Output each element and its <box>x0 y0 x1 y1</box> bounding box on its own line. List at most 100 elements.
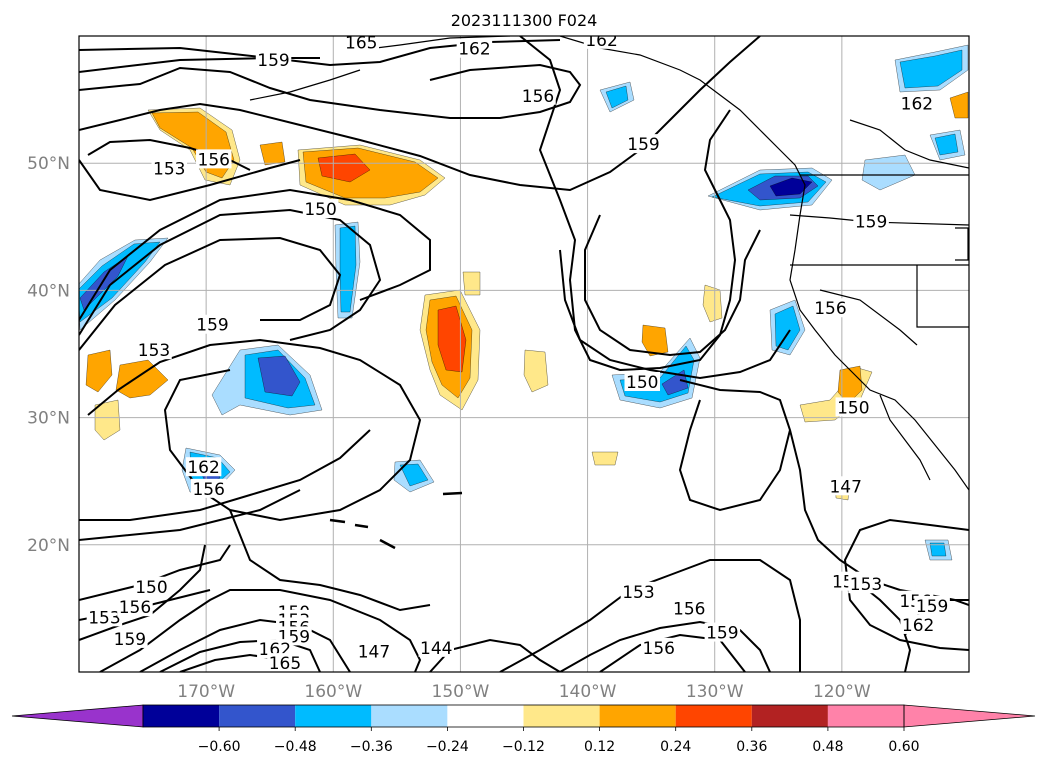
contour-label: 159 <box>706 624 738 644</box>
anomaly-region <box>94 399 121 441</box>
contour-label-bg <box>133 576 170 596</box>
island <box>442 491 463 496</box>
contour-line <box>79 208 382 341</box>
contour-label-bg <box>112 628 148 648</box>
contour-label: 162 <box>585 31 617 51</box>
contour-label-bg <box>641 637 677 657</box>
contour-label: 153 <box>622 583 654 603</box>
contour-label: 147 <box>829 477 861 497</box>
contour-label: 153 <box>153 159 185 179</box>
anomaly-region <box>462 271 481 296</box>
colorbar-segment <box>143 705 220 727</box>
colorbar-tick-label: −0.60 <box>198 739 241 755</box>
anomaly-region <box>861 154 916 191</box>
anomaly-region <box>523 349 549 393</box>
colorbar-tick-label: 0.36 <box>736 739 767 755</box>
contour-label: 150 <box>837 398 869 418</box>
colorbar-extend-low <box>11 704 144 728</box>
contour-line <box>87 338 422 522</box>
contour-line <box>519 36 737 372</box>
contour-line <box>79 57 320 73</box>
contour-label-bg <box>196 149 232 169</box>
contour-line <box>79 544 206 641</box>
anomaly-region <box>949 91 969 119</box>
colorbar-segment <box>675 705 752 727</box>
contour-line <box>79 36 761 192</box>
contour-label: 156 <box>522 87 554 107</box>
lon-tick-label: 140°W <box>559 682 617 702</box>
colorbar-segment <box>371 705 448 727</box>
colorbar-tick-label: −0.12 <box>502 739 545 755</box>
island <box>329 518 346 524</box>
colorbar-segment <box>295 705 372 727</box>
anomaly-region <box>702 284 723 323</box>
anomaly-region <box>934 133 959 156</box>
colorbar-tick-label: 0.60 <box>888 739 919 755</box>
anomaly-region <box>115 359 169 399</box>
contour-label-bg <box>343 36 380 52</box>
contour-label-bg <box>835 397 872 417</box>
contour-line <box>99 589 422 672</box>
colorbar-tick-label: −0.24 <box>426 739 469 755</box>
colorbar-tick-label: 0.24 <box>660 739 691 755</box>
coastline <box>249 69 361 101</box>
contour-line <box>87 138 251 171</box>
contour-label-bg <box>86 607 123 627</box>
coastline <box>559 36 969 491</box>
contour-label: 156 <box>814 299 846 319</box>
contour-label: 153 <box>138 341 170 361</box>
anomaly-region <box>437 305 467 373</box>
coastline <box>359 36 511 51</box>
lon-tick-label: 150°W <box>432 682 490 702</box>
contour-label: 150 <box>626 373 658 393</box>
contour-label-bg <box>583 36 620 49</box>
contour-label: 153 <box>88 608 120 628</box>
contour-label: 159 <box>627 135 659 155</box>
latitude-axis: 20°N 30°N 40°N 50°N <box>27 154 70 556</box>
colorbar-tick-label: −0.36 <box>350 739 393 755</box>
colorbar-segment <box>751 705 828 727</box>
contour-label: 159 <box>916 597 948 617</box>
contour-label: 156 <box>643 639 675 659</box>
contour-label-bg <box>194 314 231 334</box>
contour-label-bg <box>848 574 884 594</box>
anomaly-region <box>85 349 113 393</box>
lat-tick-label: 40°N <box>27 281 70 301</box>
lon-tick-label: 130°W <box>686 682 744 702</box>
map-frame <box>78 35 970 673</box>
contour-line <box>499 559 801 672</box>
contour-line <box>79 544 231 601</box>
contour-label-bg <box>899 93 935 113</box>
coastline <box>789 214 969 226</box>
contour-label-bg <box>914 595 950 615</box>
contour-label: 144 <box>420 639 452 659</box>
contour-line <box>229 509 431 612</box>
contour-label-bg <box>456 38 493 58</box>
contour-line <box>79 159 301 202</box>
longitude-axis: 170°W 160°W 150°W 140°W 130°W 120°W <box>177 682 871 702</box>
contour-label-bg <box>151 158 188 178</box>
contour-label: 159 <box>855 213 887 233</box>
colorbar: −0.60 −0.48 −0.36 −0.24 −0.12 0.12 0.24 0.36 0.4… <box>11 704 1036 755</box>
anomaly-region <box>774 305 801 351</box>
lat-tick-label: 30°N <box>27 409 70 429</box>
colorbar-segment <box>599 705 676 727</box>
contour-label: 156 <box>119 598 151 618</box>
lat-tick-label: 50°N <box>27 154 70 174</box>
contour-label-bg <box>520 85 556 105</box>
lon-tick-label: 120°W <box>813 682 871 702</box>
coastline <box>819 289 918 346</box>
contour-label: 162 <box>902 616 934 636</box>
contour-label-bg <box>853 211 889 231</box>
anomaly-region <box>399 463 429 487</box>
contour-label-bg <box>620 581 657 601</box>
contour-line <box>559 249 791 380</box>
island <box>354 523 369 529</box>
contour-label: 156 <box>192 480 224 500</box>
contour-label-bg <box>418 637 455 657</box>
contour-label-bg <box>900 614 936 634</box>
contour-label: 159 <box>196 316 228 336</box>
contour-line <box>79 188 431 321</box>
